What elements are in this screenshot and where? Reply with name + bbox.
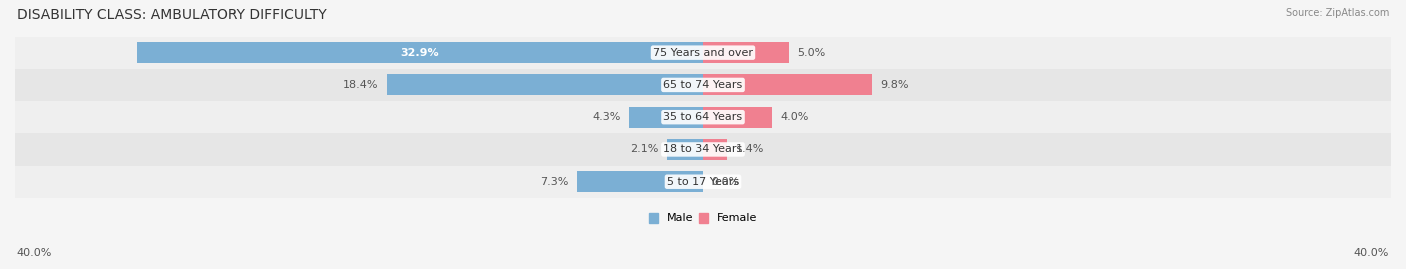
- Bar: [387, 75, 703, 95]
- Legend: Male, Female: Male, Female: [644, 208, 762, 228]
- Text: Source: ZipAtlas.com: Source: ZipAtlas.com: [1285, 8, 1389, 18]
- Text: 35 to 64 Years: 35 to 64 Years: [664, 112, 742, 122]
- Text: 2.1%: 2.1%: [630, 144, 658, 154]
- Text: 65 to 74 Years: 65 to 74 Years: [664, 80, 742, 90]
- Text: 9.8%: 9.8%: [880, 80, 908, 90]
- Text: 0.0%: 0.0%: [711, 177, 740, 187]
- Text: 5.0%: 5.0%: [797, 48, 825, 58]
- Bar: [15, 133, 1391, 166]
- Text: 18 to 34 Years: 18 to 34 Years: [664, 144, 742, 154]
- Bar: [666, 139, 703, 160]
- Text: 5 to 17 Years: 5 to 17 Years: [666, 177, 740, 187]
- Bar: [138, 42, 703, 63]
- Text: 40.0%: 40.0%: [17, 248, 52, 258]
- Text: 32.9%: 32.9%: [401, 48, 439, 58]
- Text: 7.3%: 7.3%: [540, 177, 569, 187]
- Bar: [15, 37, 1391, 69]
- Bar: [15, 166, 1391, 198]
- Text: 18.4%: 18.4%: [343, 80, 378, 90]
- Text: DISABILITY CLASS: AMBULATORY DIFFICULTY: DISABILITY CLASS: AMBULATORY DIFFICULTY: [17, 8, 326, 22]
- Bar: [15, 101, 1391, 133]
- Bar: [703, 75, 872, 95]
- Text: 1.4%: 1.4%: [735, 144, 763, 154]
- Bar: [628, 107, 703, 128]
- Bar: [703, 139, 727, 160]
- Bar: [703, 42, 789, 63]
- Text: 40.0%: 40.0%: [1354, 248, 1389, 258]
- Bar: [15, 69, 1391, 101]
- Text: 4.0%: 4.0%: [780, 112, 808, 122]
- Bar: [703, 107, 772, 128]
- Text: 75 Years and over: 75 Years and over: [652, 48, 754, 58]
- Bar: [578, 171, 703, 192]
- Text: 4.3%: 4.3%: [592, 112, 620, 122]
